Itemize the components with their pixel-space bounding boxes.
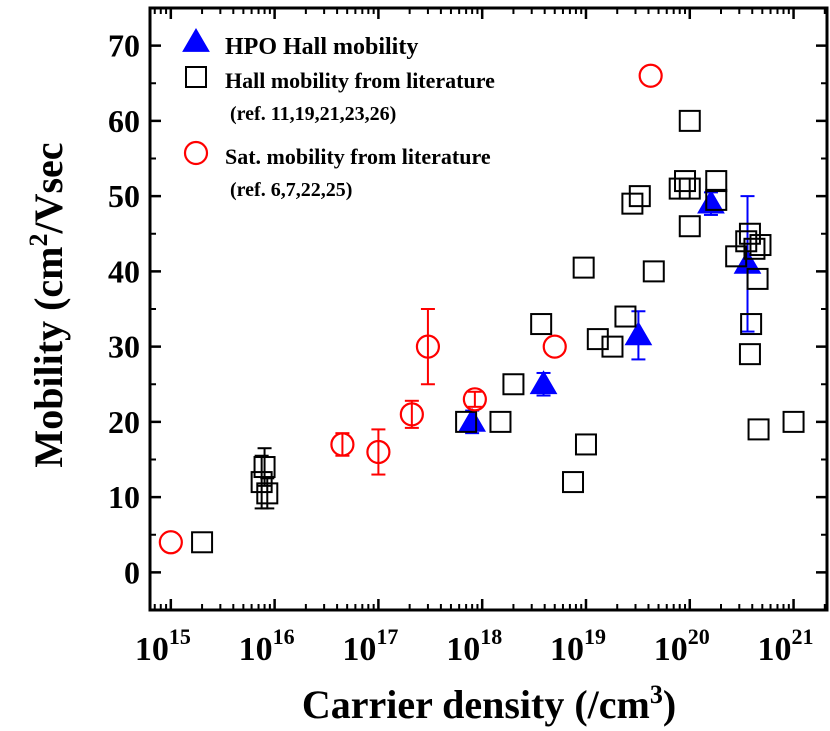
data-point-square <box>621 192 644 215</box>
data-point-square <box>674 170 697 193</box>
legend-label: Sat. mobility from literature <box>225 144 491 169</box>
data-point-square <box>749 234 772 257</box>
legend: HPO Hall mobility Hall mobility from lite… <box>182 28 495 201</box>
x-tick-label: 1018 <box>446 624 502 668</box>
data-point-square <box>253 456 276 479</box>
legend-note: (ref. 11,19,21,23,26) <box>230 103 396 125</box>
data-point-circle <box>158 530 183 555</box>
data-point-square <box>489 410 512 433</box>
data-point-square <box>574 433 597 456</box>
data-point-circle <box>542 334 567 359</box>
data-point-circle <box>415 334 441 359</box>
data-point-square <box>782 410 805 433</box>
x-tick-label: 1015 <box>135 624 191 668</box>
plot-frame <box>148 6 829 612</box>
x-tick-label: 1021 <box>758 624 814 668</box>
data-point-square <box>678 177 701 200</box>
data-point-square <box>502 373 525 396</box>
data-point-square <box>572 256 595 279</box>
data-point-square <box>740 313 763 336</box>
data-point-square <box>256 482 279 505</box>
y-axis-title: Mobility (cm2/Vsec <box>24 142 71 467</box>
data-point-square <box>191 531 214 554</box>
y-tick-label: 30 <box>108 329 140 365</box>
y-tick-label: 60 <box>108 103 140 139</box>
data-point-square <box>678 215 701 238</box>
x-tick-label: 1016 <box>239 624 295 668</box>
error-bars <box>254 191 755 510</box>
data-point-square <box>743 237 766 260</box>
data-point-square <box>562 471 585 494</box>
y-tick-label: 50 <box>108 178 140 214</box>
legend-label: Hall mobility from literature <box>225 68 495 93</box>
data-point-square <box>678 109 701 132</box>
data-point-square <box>250 471 273 494</box>
data-point-circle <box>330 432 355 457</box>
data-point-triangle <box>529 370 558 395</box>
data-point-circle <box>399 402 424 427</box>
data-point-circle <box>366 439 391 465</box>
data-point-square <box>601 335 624 358</box>
data-point-square <box>738 343 761 366</box>
y-tick-label: 20 <box>108 404 140 440</box>
legend-marker-square <box>185 66 207 88</box>
y-tick-label: 0 <box>124 554 140 590</box>
data-point-square <box>642 260 665 283</box>
data-point-square <box>614 305 637 328</box>
data-point-circle <box>638 63 663 88</box>
x-tick-label: 1017 <box>342 624 398 668</box>
y-tick-label: 70 <box>108 28 140 64</box>
data-point-square <box>747 418 770 441</box>
data-point-square <box>628 185 651 208</box>
data-point-triangle <box>624 321 653 346</box>
data-point-square <box>586 328 609 351</box>
x-tick-label: 1019 <box>550 624 606 668</box>
y-tick-label: 40 <box>108 253 140 289</box>
legend-note: (ref. 6,7,22,25) <box>230 179 352 201</box>
data-point-square <box>455 410 478 433</box>
data-point-square <box>530 313 553 336</box>
legend-marker-circle <box>183 140 209 166</box>
data-point-circle <box>462 387 487 412</box>
data-point-square <box>705 170 728 193</box>
data-point-square <box>746 267 769 290</box>
data-markers <box>158 63 805 555</box>
data-point-square <box>705 188 728 211</box>
legend-label: HPO Hall mobility <box>225 34 418 60</box>
x-axis-title: Carrier density (/cm3) <box>302 680 676 727</box>
data-point-square <box>735 230 758 253</box>
x-tick-label: 1020 <box>654 624 710 668</box>
y-tick-label: 10 <box>108 479 140 515</box>
data-point-triangle <box>697 189 725 214</box>
legend-marker-triangle <box>182 28 210 52</box>
